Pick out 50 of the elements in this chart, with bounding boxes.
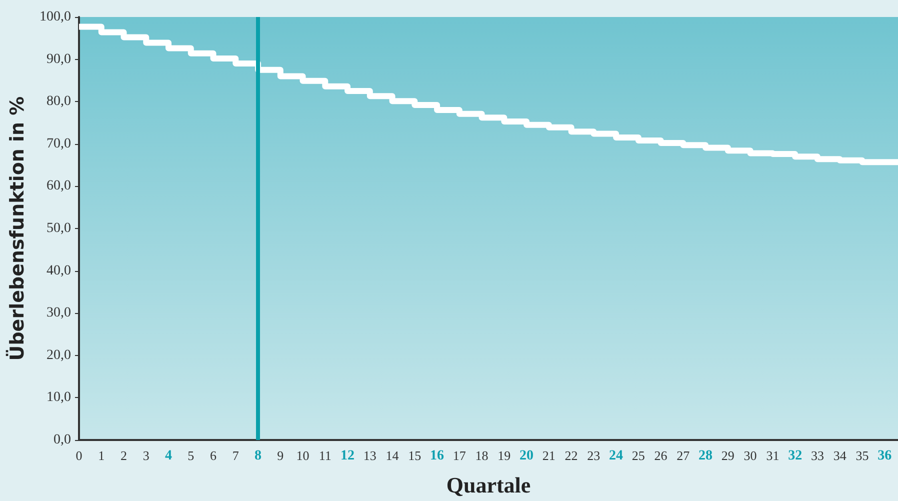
x-tick-label: 7 bbox=[232, 448, 240, 463]
y-tick-label: 50,0 bbox=[46, 221, 71, 236]
y-tick-label: 30,0 bbox=[46, 306, 71, 321]
y-tick-label: 0,0 bbox=[54, 432, 71, 448]
x-tick-label: 31 bbox=[766, 448, 780, 463]
x-tick-label: 29 bbox=[721, 448, 734, 463]
x-tick-label: 12 bbox=[340, 448, 355, 464]
y-tick-label: 40,0 bbox=[46, 263, 71, 278]
y-tick-label: 60,0 bbox=[46, 178, 71, 194]
x-tick-label: 1 bbox=[98, 448, 105, 463]
y-tick-label: 90,0 bbox=[46, 52, 71, 67]
x-tick-label: 25 bbox=[632, 448, 645, 463]
y-tick-label: 100,0 bbox=[40, 10, 71, 24]
x-tick-label: 21 bbox=[542, 448, 556, 463]
x-tick-label: 10 bbox=[296, 448, 310, 463]
x-tick-label: 28 bbox=[698, 448, 713, 464]
x-tick-label: 13 bbox=[363, 448, 376, 463]
x-tick-label: 24 bbox=[609, 448, 624, 464]
y-tick-label: 80,0 bbox=[46, 94, 71, 110]
x-tick-label: 2 bbox=[120, 448, 128, 463]
x-tick-label: 32 bbox=[788, 448, 802, 464]
x-tick-label: 14 bbox=[386, 448, 400, 463]
x-tick-label: 6 bbox=[210, 448, 218, 463]
x-tick-label: 4 bbox=[165, 448, 172, 464]
x-tick-label: 8 bbox=[254, 448, 262, 464]
y-tick-label: 70,0 bbox=[46, 136, 71, 152]
x-axis-title: Quartale bbox=[446, 472, 531, 498]
x-tick-label: 23 bbox=[587, 448, 600, 463]
x-tick-label: 22 bbox=[564, 448, 578, 463]
x-tick-label: 27 bbox=[676, 448, 690, 463]
y-tick-label: 10,0 bbox=[46, 390, 71, 406]
x-tick-label: 17 bbox=[452, 448, 466, 463]
x-tick-label: 34 bbox=[833, 448, 847, 463]
x-tick-label: 15 bbox=[408, 448, 422, 463]
x-tick-label: 9 bbox=[277, 448, 284, 463]
y-tick-label: 20,0 bbox=[46, 348, 71, 363]
x-tick-label: 36 bbox=[878, 448, 892, 464]
x-tick-label: 30 bbox=[744, 448, 757, 463]
x-tick-label: 19 bbox=[498, 448, 511, 463]
x-tick-label: 16 bbox=[430, 448, 444, 464]
x-tick-label: 35 bbox=[856, 448, 869, 463]
x-tick-label: 3 bbox=[142, 448, 150, 463]
x-tick-label: 33 bbox=[810, 448, 824, 463]
y-axis-title: Überlebensfunktion in % bbox=[6, 96, 28, 361]
x-tick-label: 11 bbox=[318, 448, 332, 463]
x-tick-label: 5 bbox=[188, 448, 194, 463]
x-tick-label: 26 bbox=[654, 448, 668, 463]
x-tick-label: 20 bbox=[520, 448, 534, 464]
x-tick-label: 0 bbox=[76, 448, 82, 463]
x-tick-label: 18 bbox=[475, 448, 488, 463]
